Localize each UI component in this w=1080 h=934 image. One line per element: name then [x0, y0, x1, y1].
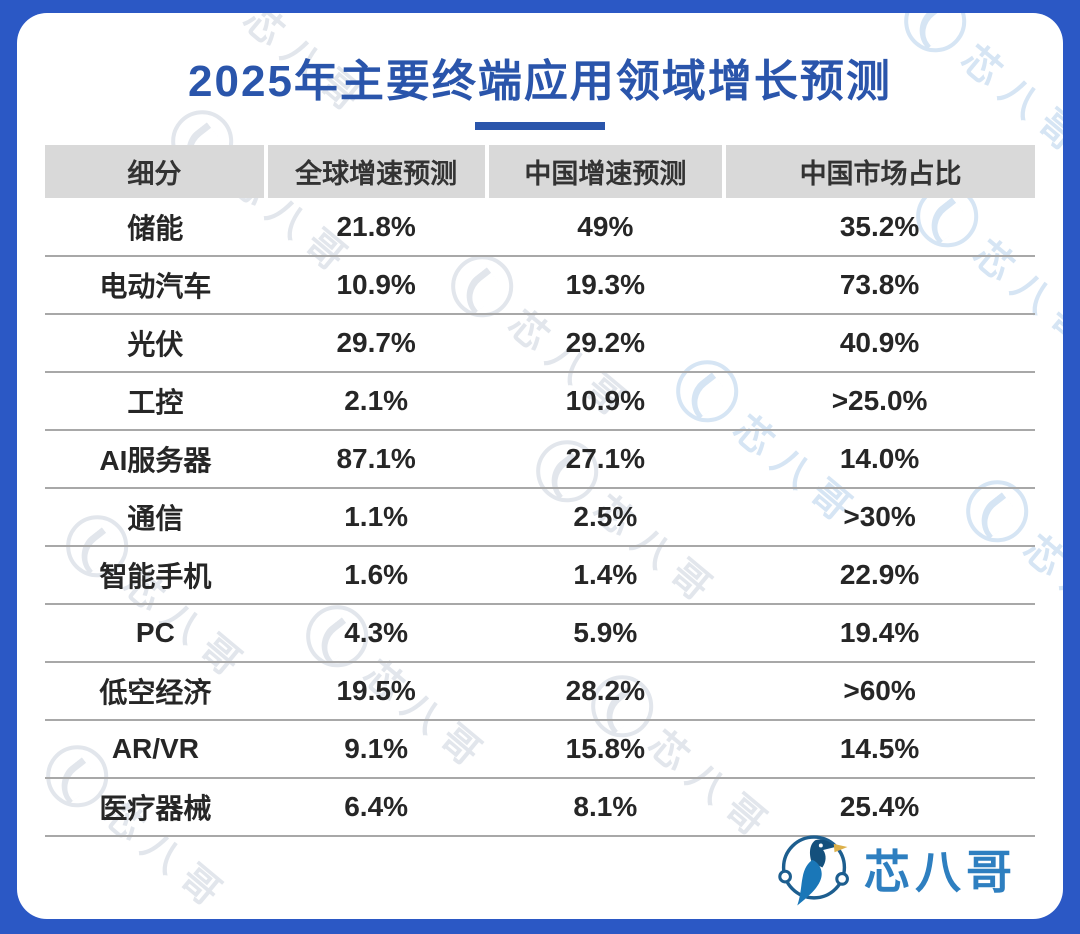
segment-label: AI服务器: [45, 430, 266, 489]
segment-label: 储能: [45, 198, 266, 257]
table-row: AI服务器 87.1% 27.1% 14.0%: [45, 430, 1035, 489]
header-cell-col3: 中国增速预测: [484, 145, 725, 198]
forecast-table: 细分 全球增速预测 中国增速预测 中国市场占比 储能 21.8% 49% 35.2% 电动汽车…: [45, 145, 1035, 837]
header-cell-col1: 细分: [45, 145, 266, 198]
value-cell: 35.2%: [724, 198, 1035, 257]
segment-label: 光伏: [45, 314, 266, 373]
value-cell: 40.9%: [724, 314, 1035, 373]
watermark-bird-ring-icon: [173, 13, 261, 25]
footer: 芯八哥: [776, 831, 1017, 907]
value-cell: 5.9%: [486, 604, 725, 663]
table-body: 储能 21.8% 49% 35.2% 电动汽车 10.9% 19.3% 73.8% 光伏 29.7…: [45, 198, 1035, 837]
value-cell: 1.6%: [265, 546, 487, 605]
value-cell: 28.2%: [486, 662, 725, 721]
value-cell: 8.1%: [486, 778, 725, 837]
value-cell: 49%: [486, 198, 725, 257]
page-title: 2025年主要终端应用领域增长预测: [188, 57, 892, 106]
value-cell: 87.1%: [265, 430, 487, 489]
value-cell: 27.1%: [486, 430, 725, 489]
table-row: 医疗器械 6.4% 8.1% 25.4%: [45, 778, 1035, 837]
table-row: 光伏 29.7% 29.2% 40.9%: [45, 314, 1035, 373]
segment-label: 低空经济: [45, 662, 266, 721]
value-cell: 15.8%: [486, 720, 725, 779]
value-cell: 10.9%: [265, 256, 487, 315]
value-cell: 1.1%: [265, 488, 487, 547]
value-cell: 21.8%: [265, 198, 487, 257]
value-cell: 2.5%: [486, 488, 725, 547]
value-cell: 1.4%: [486, 546, 725, 605]
value-cell: >60%: [724, 662, 1035, 721]
header-cell-col2: 全球增速预测: [263, 145, 487, 198]
kingfisher-logo-icon: [778, 835, 849, 906]
value-cell: 22.9%: [724, 546, 1035, 605]
segment-label: 通信: [45, 488, 266, 547]
value-cell: 2.1%: [265, 372, 487, 431]
brand-name: 芯八哥: [864, 846, 1017, 898]
value-cell: 6.4%: [265, 778, 487, 837]
table-row: 工控 2.1% 10.9% >25.0%: [45, 372, 1035, 431]
segment-label: 医疗器械: [45, 778, 266, 837]
title-underline: [475, 122, 605, 130]
value-cell: >25.0%: [724, 372, 1035, 431]
value-cell: 25.4%: [724, 778, 1035, 837]
value-cell: 19.3%: [486, 256, 725, 315]
value-cell: >30%: [724, 488, 1035, 547]
header-cell-col4: 中国市场占比: [722, 145, 1035, 198]
table-row: PC 4.3% 5.9% 19.4%: [45, 604, 1035, 663]
segment-label: PC: [45, 604, 266, 663]
value-cell: 10.9%: [486, 372, 725, 431]
segment-label: 电动汽车: [45, 256, 266, 315]
value-cell: 14.5%: [724, 720, 1035, 779]
value-cell: 19.5%: [265, 662, 487, 721]
table-row: AR/VR 9.1% 15.8% 14.5%: [45, 720, 1035, 779]
value-cell: 29.7%: [265, 314, 487, 373]
value-cell: 73.8%: [724, 256, 1035, 315]
segment-label: 工控: [45, 372, 266, 431]
table-header-row: 细分 全球增速预测 中国增速预测 中国市场占比: [45, 145, 1035, 198]
table-row: 智能手机 1.6% 1.4% 22.9%: [45, 546, 1035, 605]
forecast-table-container: 细分 全球增速预测 中国增速预测 中国市场占比 储能 21.8% 49% 35.2% 电动汽车…: [45, 145, 1035, 837]
table-header: 细分 全球增速预测 中国增速预测 中国市场占比: [45, 145, 1035, 198]
value-cell: 29.2%: [486, 314, 725, 373]
table-row: 储能 21.8% 49% 35.2%: [45, 198, 1035, 257]
value-cell: 14.0%: [724, 430, 1035, 489]
content-card: 芯八哥 芯八哥 芯八哥 芯八哥 芯八哥 芯八哥 芯八哥 芯八哥 芯八哥 芯八哥 芯八哥 芯八哥 202…: [17, 13, 1063, 919]
value-cell: 4.3%: [265, 604, 487, 663]
value-cell: 9.1%: [265, 720, 487, 779]
segment-label: 智能手机: [45, 546, 266, 605]
table-row: 低空经济 19.5% 28.2% >60%: [45, 662, 1035, 721]
table-row: 电动汽车 10.9% 19.3% 73.8%: [45, 256, 1035, 315]
segment-label: AR/VR: [45, 720, 266, 779]
value-cell: 19.4%: [724, 604, 1035, 663]
table-row: 通信 1.1% 2.5% >30%: [45, 488, 1035, 547]
